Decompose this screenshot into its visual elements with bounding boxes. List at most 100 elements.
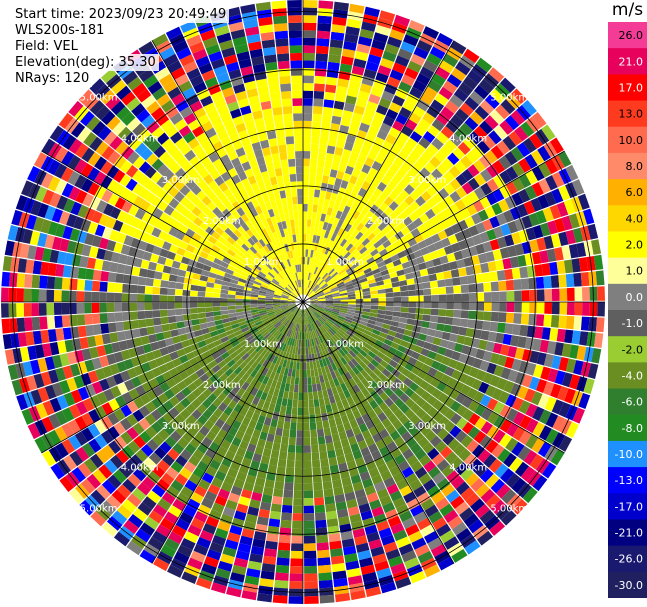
velocity-gate	[424, 357, 435, 367]
velocity-gate	[431, 453, 445, 466]
velocity-gate	[376, 351, 386, 360]
velocity-gate	[353, 58, 367, 69]
velocity-gate	[270, 449, 280, 459]
velocity-gate	[554, 218, 566, 233]
velocity-gate	[303, 143, 311, 152]
velocity-gate	[252, 538, 266, 549]
velocity-gate	[1, 271, 11, 287]
velocity-gate	[356, 390, 365, 400]
velocity-gate	[61, 438, 76, 455]
velocity-gate	[274, 265, 281, 273]
velocity-gate	[320, 315, 328, 321]
velocity-gate	[290, 422, 297, 431]
velocity-gate	[346, 288, 355, 293]
velocity-gate	[280, 303, 289, 306]
velocity-gate	[301, 264, 303, 272]
velocity-gate	[386, 151, 397, 163]
velocity-gate	[318, 579, 333, 589]
velocity-gate	[219, 373, 229, 383]
velocity-gate	[11, 209, 23, 226]
velocity-gate	[247, 347, 255, 356]
velocity-gate	[420, 413, 433, 425]
velocity-gate	[550, 233, 562, 248]
velocity-gate	[249, 134, 260, 145]
velocity-gate	[265, 334, 273, 342]
velocity-gate	[140, 147, 153, 161]
velocity-gate	[180, 207, 192, 218]
velocity-gate	[303, 400, 309, 408]
velocity-gate	[352, 384, 361, 394]
velocity-gate	[268, 138, 278, 147]
velocity-gate	[404, 348, 414, 357]
velocity-gate	[221, 318, 231, 324]
velocity-gate	[493, 415, 506, 429]
velocity-gate	[335, 210, 343, 220]
velocity-gate	[372, 343, 382, 352]
velocity-gate	[275, 322, 282, 329]
velocity-gate	[431, 302, 439, 309]
velocity-gate	[295, 166, 303, 174]
velocity-gate	[459, 102, 474, 117]
velocity-gate	[84, 313, 93, 325]
velocity-gate	[152, 317, 162, 326]
velocity-gate	[379, 122, 392, 134]
velocity-gate	[278, 262, 284, 271]
velocity-gate	[207, 83, 221, 96]
velocity-gate	[423, 86, 438, 99]
velocity-gate	[307, 264, 311, 273]
velocity-gate	[69, 228, 81, 242]
velocity-gate	[245, 409, 254, 420]
velocity-gate	[282, 269, 288, 277]
velocity-gate	[2, 334, 13, 350]
velocity-gate	[471, 378, 483, 391]
velocity-gate	[252, 283, 261, 289]
velocity-gate	[286, 286, 293, 292]
velocity-gate	[265, 393, 273, 403]
velocity-gate	[335, 592, 351, 603]
velocity-gate	[288, 234, 294, 243]
velocity-gate	[389, 29, 405, 41]
velocity-gate	[333, 226, 341, 235]
velocity-gate	[231, 157, 242, 168]
velocity-gate	[538, 178, 551, 194]
velocity-gate	[81, 147, 95, 163]
velocity-gate	[148, 215, 159, 227]
velocity-gate	[111, 79, 127, 95]
velocity-gate	[242, 194, 252, 204]
velocity-gate	[492, 342, 503, 354]
velocity-gate	[227, 101, 240, 112]
velocity-gate	[402, 448, 414, 460]
velocity-gate	[446, 74, 462, 88]
velocity-gate	[214, 226, 225, 236]
velocity-gate	[99, 292, 107, 302]
velocity-gate	[209, 542, 224, 554]
velocity-gate	[418, 137, 431, 149]
velocity-gate	[232, 241, 242, 250]
velocity-gate	[256, 261, 264, 269]
velocity-gate	[303, 196, 309, 204]
velocity-gate	[472, 264, 482, 275]
velocity-gate	[138, 68, 155, 83]
velocity-gate	[451, 475, 465, 490]
velocity-gate	[91, 313, 101, 325]
velocity-gate	[378, 293, 386, 298]
velocity-gate	[262, 400, 271, 410]
velocity-gate	[257, 273, 265, 280]
velocity-gate	[349, 513, 362, 524]
velocity-gate	[214, 319, 223, 326]
velocity-gate	[227, 380, 237, 391]
velocity-gate	[258, 508, 270, 519]
velocity-gate	[294, 135, 303, 144]
velocity-gate	[290, 306, 298, 312]
velocity-gate	[266, 324, 274, 331]
velocity-gate	[158, 363, 169, 374]
velocity-gate	[89, 99, 105, 116]
velocity-gate	[303, 339, 306, 348]
velocity-gate	[370, 248, 379, 257]
velocity-gate	[109, 206, 121, 220]
velocity-gate	[593, 254, 604, 270]
velocity-gate	[284, 328, 290, 336]
velocity-gate	[376, 129, 388, 141]
velocity-gate	[339, 307, 348, 312]
velocity-gate	[242, 112, 254, 123]
